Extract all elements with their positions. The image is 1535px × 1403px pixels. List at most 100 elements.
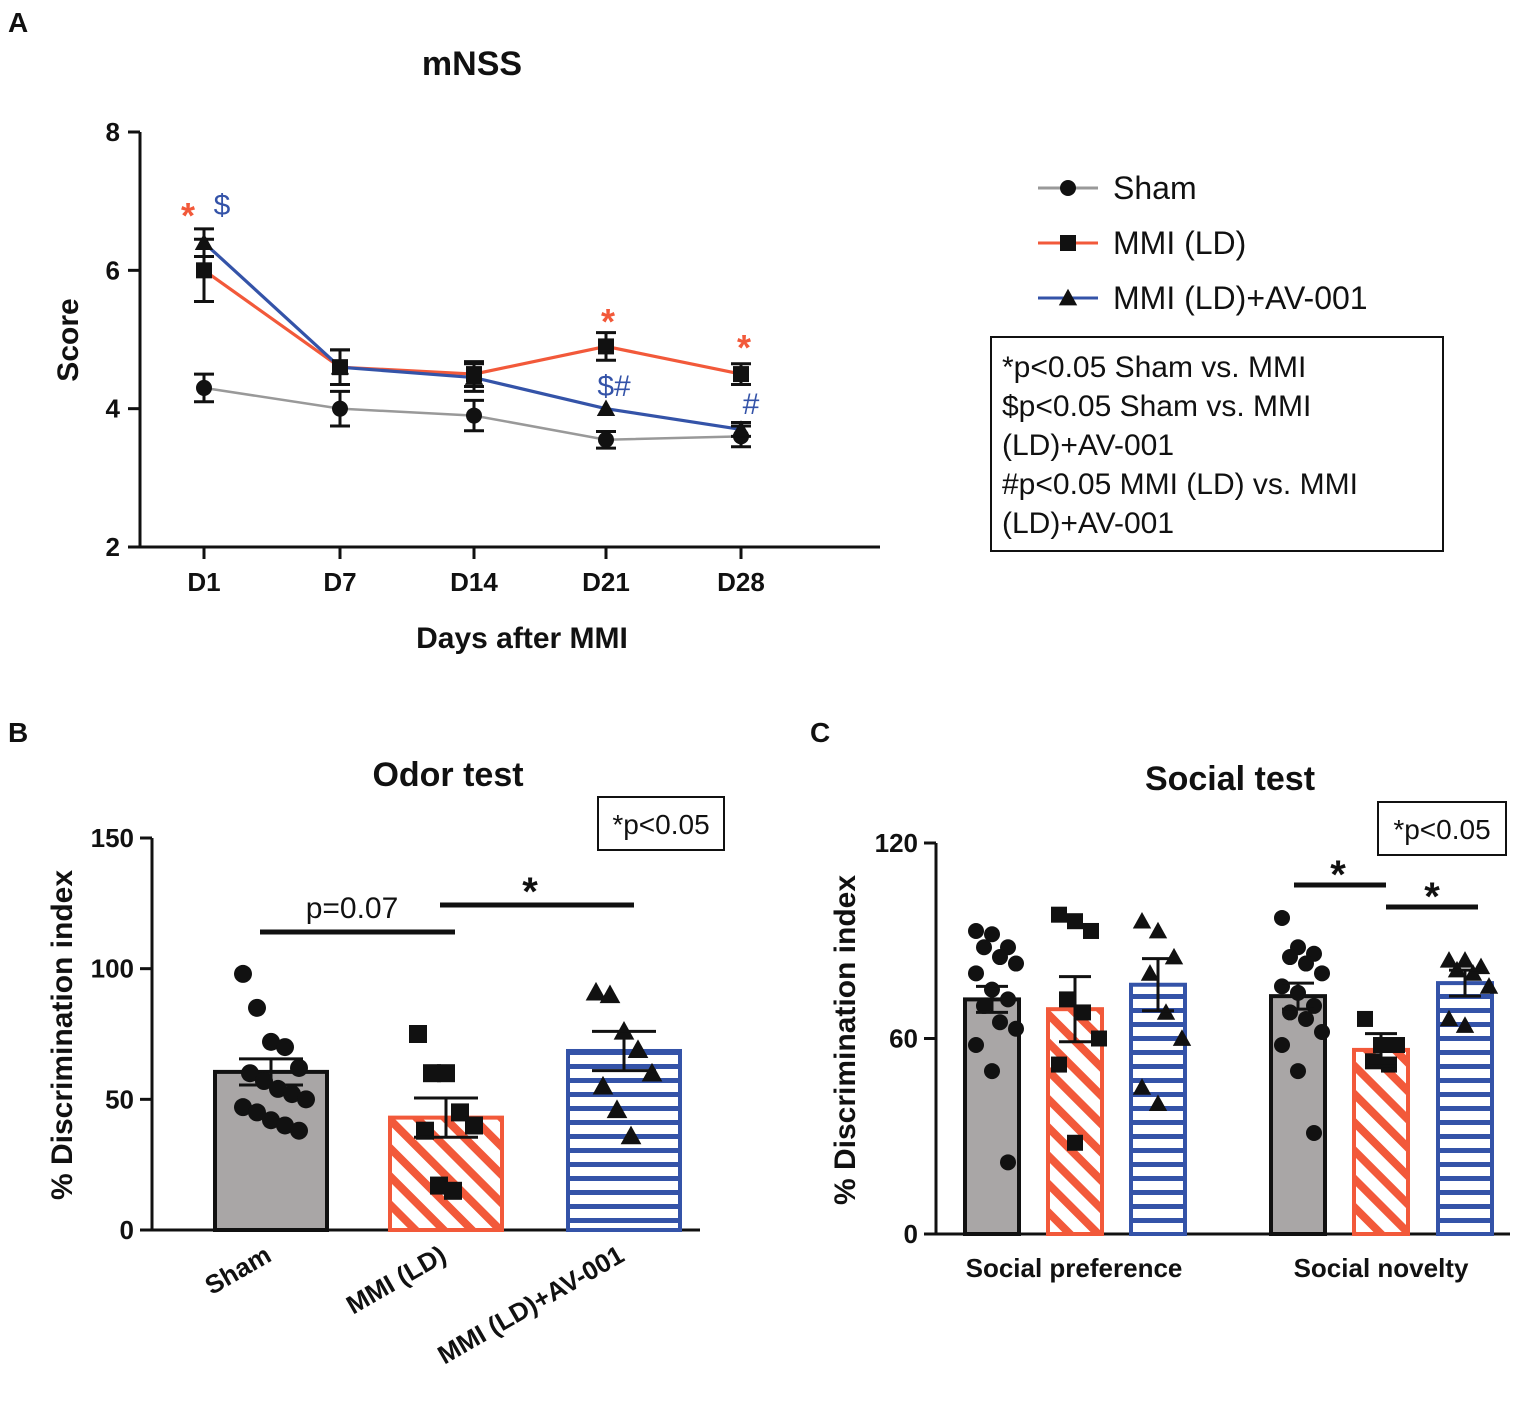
chart-a-point <box>196 262 212 279</box>
chart-c-point <box>976 997 992 1014</box>
legend-marker <box>1058 288 1078 306</box>
stats-note-line-4: #p<0.05 MMI (LD) vs. MMI <box>1002 468 1358 501</box>
chart-b-point <box>606 1099 628 1119</box>
legend: Sham MMI (LD) MMI (LD)+AV-001 <box>1038 170 1368 316</box>
chart-a-ytick-label: 8 <box>106 117 120 147</box>
chart-c-ytick-label: 120 <box>875 828 918 858</box>
chart-c-bar <box>1046 1007 1104 1236</box>
chart-b-point <box>262 1032 280 1051</box>
chart-a-xtick-label: D28 <box>717 567 765 597</box>
chart-c-point <box>968 1037 984 1054</box>
chart-b-point <box>416 1121 434 1140</box>
chart-b-pvalue-text: *p<0.05 <box>612 809 709 840</box>
chart-b-point <box>465 1116 483 1135</box>
chart-c-point <box>1455 1016 1475 1033</box>
chart-b-point <box>592 1075 614 1095</box>
chart-c-point <box>1008 1020 1024 1037</box>
chart-b-point <box>290 1058 308 1077</box>
chart-b-ytick-label: 150 <box>91 823 134 853</box>
chart-a-point <box>466 407 482 424</box>
chart-a-point <box>596 399 616 417</box>
chart-a-point <box>598 431 614 448</box>
chart-b-point <box>283 1085 301 1104</box>
chart-c-xtick-label: Social novelty <box>1294 1253 1469 1283</box>
chart-c-point <box>1140 964 1160 981</box>
chart-c-point <box>1282 949 1298 966</box>
chart-c-point <box>1075 1004 1091 1021</box>
chart-c-ylabel: % Discrimination index <box>829 875 862 1205</box>
chart-c-sig-right-label: * <box>1424 875 1440 919</box>
chart-b-ytick-label: 100 <box>91 954 134 984</box>
chart-a-d28-star: * <box>737 327 751 368</box>
chart-a-series-line <box>203 269 742 376</box>
chart-b-point <box>423 1064 441 1083</box>
chart-c-point <box>1051 906 1067 923</box>
chart-c-point <box>1164 947 1184 965</box>
chart-a-point <box>598 338 614 355</box>
chart-a-d28-hash: # <box>743 388 760 421</box>
chart-a-xtick-label: D14 <box>450 567 498 597</box>
chart-c-point <box>1274 978 1290 995</box>
chart-c-point <box>1000 1154 1016 1171</box>
chart-a-point <box>731 420 751 437</box>
chart-c-pvalue-text: *p<0.05 <box>1393 814 1490 845</box>
chart-b-point <box>234 964 252 983</box>
chart-c-point <box>1463 964 1483 981</box>
stats-note: *p<0.05 Sham vs. MMI $p<0.05 Sham vs. MM… <box>990 336 1444 552</box>
stats-note-line-3: (LD)+AV-001 <box>1002 429 1174 462</box>
chart-b-point <box>234 1098 252 1117</box>
chart-b-point <box>241 1064 259 1083</box>
chart-a-point <box>733 366 749 383</box>
chart-c-point <box>1148 1094 1168 1112</box>
chart-c-point <box>1479 977 1499 994</box>
chart-b-point <box>599 984 621 1004</box>
stats-note-line-1: *p<0.05 Sham vs. MMI <box>1002 351 1306 384</box>
stats-note-line-5: (LD)+AV-001 <box>1002 507 1174 540</box>
chart-b-xtick-label: MMI (LD)+AV-001 <box>432 1239 629 1370</box>
odor-test-chart: Odor test % Discrimination index *p<0.05… <box>46 756 725 1370</box>
chart-c-bar <box>1352 1047 1410 1237</box>
chart-c-point <box>1148 921 1168 939</box>
chart-a-d1-dollar: $ <box>214 189 231 222</box>
chart-a-d21-sig: $# <box>597 370 631 403</box>
legend-label: MMI (LD)+AV-001 <box>1113 280 1368 316</box>
chart-c-point <box>1290 1063 1306 1080</box>
chart-c-ytick-label: 0 <box>904 1219 918 1249</box>
chart-a-ylabel: Score <box>52 298 85 381</box>
chart-b-point <box>262 1111 280 1130</box>
chart-c-point <box>984 1063 1000 1080</box>
chart-c-point <box>1000 991 1016 1008</box>
chart-a-ytick-label: 2 <box>106 532 120 562</box>
chart-c-point <box>1059 991 1075 1008</box>
chart-a-xlabel: Days after MMI <box>416 622 628 655</box>
chart-c-point <box>1314 965 1330 982</box>
chart-a-xtick-label: D21 <box>582 567 630 597</box>
chart-b-point <box>276 1116 294 1135</box>
chart-c-point <box>1067 1134 1083 1151</box>
chart-c-point <box>1132 1078 1152 1095</box>
chart-b-point <box>276 1038 294 1057</box>
chart-a-point <box>196 379 212 396</box>
panel-label-b: B <box>8 717 28 748</box>
chart-b-point <box>641 1062 663 1082</box>
legend-marker <box>1060 235 1076 251</box>
chart-a-xtick-label: D7 <box>323 567 356 597</box>
chart-c-point <box>1067 913 1083 930</box>
chart-b-point <box>627 1039 649 1058</box>
chart-b-point <box>620 1125 642 1145</box>
chart-c-point <box>1083 922 1099 939</box>
chart-b-ytick-label: 50 <box>105 1084 134 1114</box>
chart-c-point <box>992 1014 1008 1031</box>
chart-c-point <box>976 939 992 956</box>
social-test-chart: Social test % Discrimination index *p<0.… <box>829 760 1510 1283</box>
chart-a-point <box>464 368 484 385</box>
chart-c-point <box>1298 955 1314 972</box>
chart-b-point <box>444 1181 462 1200</box>
chart-c-point <box>1455 951 1475 968</box>
chart-b-point <box>248 1103 266 1122</box>
chart-a-point <box>194 233 214 251</box>
chart-c-point <box>1389 1037 1405 1054</box>
legend-marker <box>1060 180 1076 196</box>
chart-c-sig-left-label: * <box>1330 853 1346 897</box>
panel-label-a: A <box>8 7 28 38</box>
